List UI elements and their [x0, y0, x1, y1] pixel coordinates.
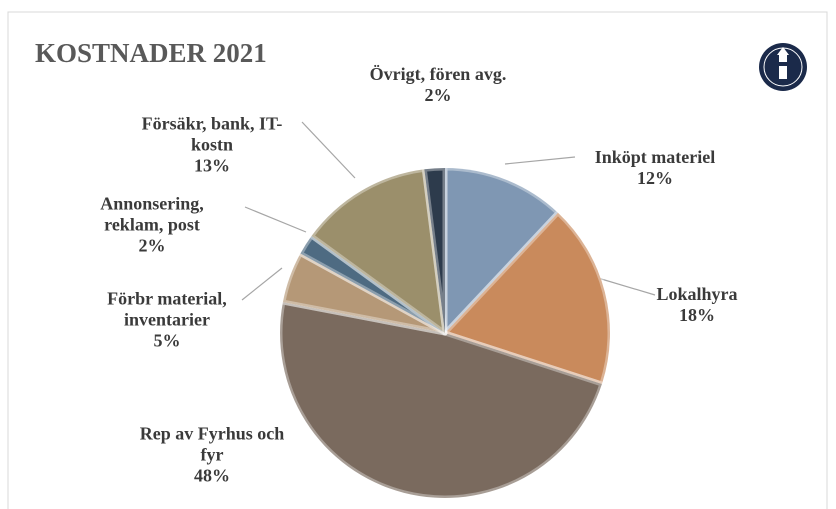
category-name: Rep av Fyrhus och fyr: [139, 423, 285, 465]
category-name: Annonsering, reklam, post: [100, 193, 204, 235]
pie-slice: [280, 251, 448, 336]
pie-slice: [421, 165, 448, 336]
slice-label: Förbr material, inventarier 5%: [92, 289, 242, 352]
slice-label: Rep av Fyrhus och fyr 48%: [137, 424, 287, 487]
category-name: Förbr material, inventarier: [107, 288, 227, 330]
pie-slice: [442, 210, 613, 387]
value-label: 48%: [194, 465, 230, 486]
value-label: 5%: [153, 330, 181, 351]
pie-slice: [442, 165, 561, 336]
pie-slice: [277, 299, 605, 501]
chart-title: KOSTNADER 2021: [35, 38, 267, 68]
value-label: 2%: [138, 235, 166, 256]
value-label: 18%: [679, 305, 715, 325]
category-name: Försäkr, bank, IT-kostn: [141, 113, 283, 155]
slice-label: Lokalhyra 18%: [637, 284, 757, 326]
logo: [759, 43, 807, 91]
category-name: Inköpt materiel: [594, 147, 716, 167]
value-label: 12%: [637, 168, 673, 188]
slice-label: Försäkr, bank, IT-kostn 13%: [127, 114, 297, 177]
category-name: Övrigt, fören avg.: [369, 64, 507, 84]
value-label: 13%: [194, 155, 230, 176]
slice-label: Annonsering, reklam, post 2%: [87, 194, 217, 257]
pie-slice: [309, 166, 448, 336]
slice-label: Inköpt materiel 12%: [565, 147, 745, 189]
category-name: Lokalhyra: [656, 284, 738, 304]
slice-label: Övrigt, fören avg. 2%: [363, 64, 513, 106]
pie-slice: [297, 233, 448, 336]
leader-lines: [241, 121, 656, 301]
value-label: 2%: [424, 85, 452, 105]
